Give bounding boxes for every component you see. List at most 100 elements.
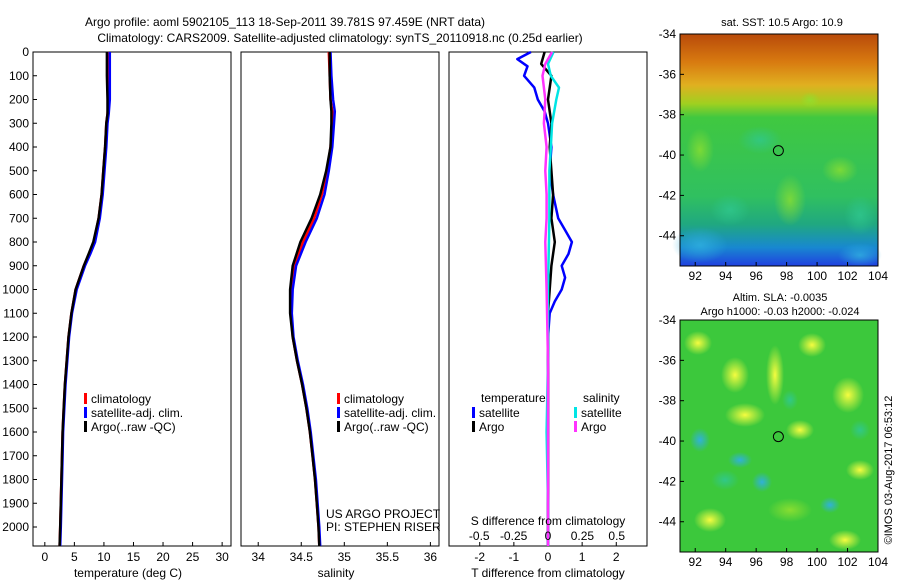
- x-tick-label: 25: [186, 550, 200, 564]
- x-tick-label: 15: [127, 550, 141, 564]
- sla-texture: [684, 331, 874, 550]
- legend-swatch-climatology: [84, 393, 87, 404]
- pi-annotation: PI: STEPHEN RISER: [326, 520, 441, 534]
- map-x-tick-label: 102: [838, 555, 858, 569]
- y-tick-label: 1400: [2, 378, 29, 392]
- credit-label: ©IMOS 03-Aug-2017 06:53:12: [883, 396, 895, 545]
- y-tick-label: 400: [9, 140, 29, 154]
- salinity-x-label: salinity: [318, 566, 355, 580]
- salinity-x-ticks: 34 34.5 35 35.5 36: [252, 542, 438, 564]
- legend-swatch-satellite: [84, 407, 87, 418]
- project-annotation: US ARGO PROJECT: [326, 507, 441, 521]
- y-tick-label: 1600: [2, 425, 29, 439]
- y-tick-label: 1800: [2, 473, 29, 487]
- temperature-legend-argo: Argo(..raw -QC): [91, 420, 176, 434]
- temperature-legend: climatology satellite-adj. clim. Argo(..…: [84, 392, 183, 434]
- y-tick-label: 1200: [2, 330, 29, 344]
- salinity-legend: climatology satellite-adj. clim. Argo(..…: [337, 392, 436, 434]
- difference-x-label: T difference from climatology: [471, 566, 625, 580]
- map-y-tick-label: -42: [659, 188, 677, 202]
- sst-y-ticks: -34 -36 -38 -40 -42 -44: [659, 27, 684, 243]
- map-y-tick-label: -34: [659, 313, 677, 327]
- x-tick-label: 30: [215, 550, 229, 564]
- map-x-tick-label: 94: [719, 269, 733, 283]
- series-line-argo-raw-qc-: [58, 52, 109, 547]
- y-tick-label: 1900: [2, 496, 29, 510]
- legend-salinity-argo: Argo: [581, 420, 607, 434]
- x-tick-label: 35.5: [376, 550, 400, 564]
- map-y-tick-label: -38: [659, 108, 677, 122]
- sst-texture: [672, 92, 882, 267]
- series-line-argo-raw-qc-: [288, 52, 333, 547]
- sst-map: sat. SST: 10.5 Argo: 10.9 92 94 96 98 100 102…: [659, 17, 889, 283]
- y-tick-label: 1100: [3, 306, 29, 320]
- x-tick-label: 36: [424, 550, 438, 564]
- y-tick-label: 500: [9, 164, 29, 178]
- x-tick-label: 35: [338, 550, 352, 564]
- legend-header-temperature: temperature: [481, 391, 546, 405]
- float-location-marker: [772, 145, 784, 157]
- figure-title-line1: Argo profile: aoml 5902105_113 18-Sep-20…: [85, 15, 485, 29]
- x-tick-label: 2: [613, 550, 620, 564]
- temperature-legend-satellite: satellite-adj. clim.: [91, 406, 183, 420]
- float-location-marker: [772, 431, 784, 443]
- map-x-tick-label: 104: [868, 555, 888, 569]
- map-x-tick-label: 104: [868, 269, 888, 283]
- y-tick-label: 100: [9, 69, 29, 83]
- legend-header-salinity: salinity: [583, 391, 620, 405]
- x-tick-label: 0: [41, 550, 48, 564]
- top-tick-label: 0: [545, 529, 552, 543]
- x-tick-label: 1: [579, 550, 586, 564]
- temperature-lines: [58, 51, 112, 547]
- legend-swatch-climatology: [337, 393, 340, 404]
- difference-top-ticks: -0.5 -0.25 0 0.25 0.5: [469, 529, 626, 543]
- y-tick-label: 700: [9, 211, 29, 225]
- figure-title-line2: Climatology: CARS2009. Satellite-adjuste…: [97, 31, 582, 45]
- legend-swatch-temperature-argo: [472, 421, 475, 432]
- y-tick-label: 1700: [2, 449, 29, 463]
- legend-swatch-satellite: [337, 407, 340, 418]
- y-tick-label: 1500: [2, 401, 29, 415]
- difference-top-label: S difference from climatology: [471, 514, 626, 528]
- temperature-y-ticks: 0 100 200 300 400 500 600 700 800 900 1000 1100 1200…: [2, 45, 37, 534]
- temperature-x-ticks: 0 5 10 15 20 25 30: [41, 542, 229, 564]
- map-x-tick-label: 102: [838, 269, 858, 283]
- difference-legend: temperature salinity satellite Argo sate…: [472, 391, 622, 434]
- temperature-panel: 0 5 10 15 20 25 30 0 100 200 300 400 500 600 700 800 90…: [2, 45, 232, 580]
- x-tick-label: 20: [156, 550, 170, 564]
- x-tick-label: -2: [474, 550, 485, 564]
- y-tick-label: 600: [9, 188, 29, 202]
- y-tick-label: 1300: [2, 354, 29, 368]
- y-tick-label: 800: [9, 235, 29, 249]
- map-x-tick-label: 96: [749, 269, 763, 283]
- map-x-tick-label: 94: [719, 555, 733, 569]
- difference-lines: [516, 50, 574, 546]
- sst-x-ticks: 92 94 96 98 100 102 104: [689, 262, 888, 283]
- top-tick-label: -0.25: [500, 529, 528, 543]
- top-tick-label: 0.25: [571, 529, 595, 543]
- map-y-tick-label: -38: [659, 394, 677, 408]
- sst-map-title: sat. SST: 10.5 Argo: 10.9: [721, 17, 843, 29]
- sla-map: Altim. SLA: -0.0035 Argo h1000: -0.03 h2…: [659, 292, 889, 569]
- salinity-axes-frame: [240, 51, 440, 547]
- map-x-tick-label: 92: [689, 555, 703, 569]
- x-tick-label: 34: [252, 550, 266, 564]
- map-y-tick-label: -44: [659, 515, 677, 529]
- y-tick-label: 900: [9, 259, 29, 273]
- x-tick-label: 0: [545, 550, 552, 564]
- salinity-legend-climatology: climatology: [344, 392, 404, 406]
- temperature-legend-climatology: climatology: [91, 392, 151, 406]
- map-y-tick-label: -36: [659, 67, 677, 81]
- map-x-tick-label: 100: [807, 555, 827, 569]
- salinity-panel: 34 34.5 35 35.5 36 salinity climatology sate…: [240, 51, 441, 580]
- map-x-tick-label: 100: [807, 269, 827, 283]
- legend-swatch-argo: [337, 421, 340, 432]
- map-y-tick-label: -36: [659, 353, 677, 367]
- map-y-tick-label: -44: [659, 229, 677, 243]
- y-tick-label: 0: [22, 45, 29, 59]
- salinity-lines: [288, 51, 337, 547]
- temperature-x-label: temperature (deg C): [74, 566, 182, 580]
- legend-swatch-temperature-satellite: [472, 407, 475, 418]
- map-x-tick-label: 92: [689, 269, 703, 283]
